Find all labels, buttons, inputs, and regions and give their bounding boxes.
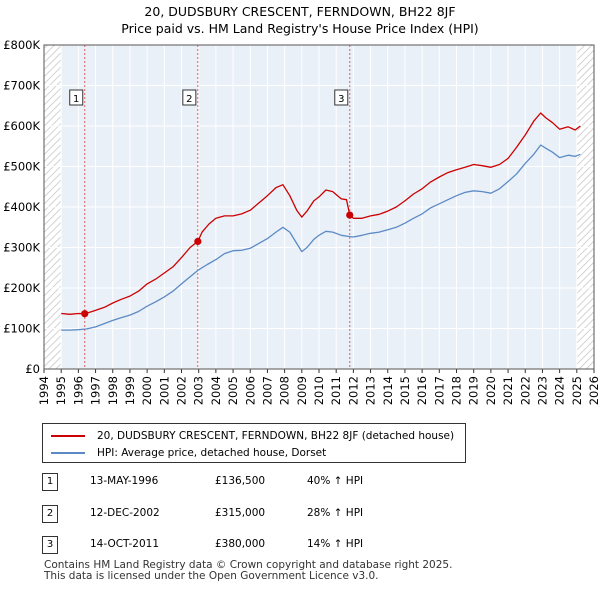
sale-point: [346, 211, 354, 219]
sale-price: £136,500: [215, 475, 266, 487]
table-row: 1 13-MAY-1996 £136,500 40% ↑ HPI: [42, 473, 442, 493]
sale-hpi-change: 40% ↑ HPI: [307, 475, 364, 487]
x-tick-label: 2008: [278, 376, 292, 405]
y-tick-label: £400K: [3, 200, 40, 214]
sale-price: £315,000: [215, 507, 266, 519]
y-tick-label: £100K: [3, 322, 40, 336]
footer-line-licence: This data is licensed under the Open Gov…: [44, 570, 379, 582]
sale-label-number: 2: [186, 94, 192, 105]
legend-label-hpi: HPI: Average price, detached house, Dors…: [97, 447, 327, 459]
sale-number-badge: 1: [42, 473, 58, 491]
sale-label-box: [69, 89, 84, 106]
x-tick-label: 2013: [364, 376, 378, 405]
x-tick-label: 1994: [37, 376, 51, 405]
x-tick-label: 2018: [450, 376, 464, 405]
footer-line-copyright: Contains HM Land Registry data © Crown c…: [44, 559, 453, 571]
chart-subtitle: Price paid vs. HM Land Registry's House …: [121, 21, 478, 36]
sale-point: [194, 237, 202, 246]
sale-point: [81, 310, 89, 318]
x-tick-label: 2007: [260, 376, 274, 405]
x-tick-label: 2003: [192, 376, 206, 405]
x-tick-label: 2017: [432, 376, 446, 405]
x-tick-label: 2011: [329, 376, 343, 405]
sale-date: 12-DEC-2002: [90, 507, 160, 519]
sale-hpi-change: 28% ↑ HPI: [307, 507, 364, 519]
x-tick-label: 2024: [553, 376, 567, 405]
x-tick-label: 2000: [140, 376, 154, 405]
y-tick-label: £800K: [3, 38, 40, 52]
sale-label-number: 1: [73, 94, 79, 105]
x-tick-label: 1997: [89, 376, 103, 405]
x-tick-label: 2019: [467, 376, 481, 405]
x-tick-label: 2005: [226, 376, 240, 405]
legend-item-hpi: HPI: Average price, detached house, Dors…: [51, 445, 326, 461]
legend: 20, DUDSBURY CRESCENT, FERNDOWN, BH22 8J…: [42, 423, 466, 463]
plot-frame: [43, 44, 595, 370]
x-tick-label: 2004: [209, 376, 223, 405]
x-tick-label: 2020: [484, 376, 498, 405]
series-line-property: [61, 112, 581, 315]
x-tick-label: 2006: [243, 376, 257, 405]
y-tick-label: £700K: [3, 79, 40, 93]
sale-label-number: 3: [338, 94, 344, 105]
sale-price: £380,000: [215, 538, 266, 550]
y-tick-label: £200K: [3, 281, 40, 295]
sale-label-box: [182, 89, 197, 106]
x-tick-label: 2025: [570, 376, 584, 405]
table-row: 3 14-OCT-2011 £380,000 14% ↑ HPI: [42, 536, 442, 556]
legend-item-property: 20, DUDSBURY CRESCENT, FERNDOWN, BH22 8J…: [51, 428, 454, 444]
x-tick-label: 1999: [123, 376, 137, 405]
sale-hpi-change: 14% ↑ HPI: [307, 538, 364, 550]
x-tick-label: 2014: [381, 376, 395, 405]
x-tick-label: 1996: [71, 376, 85, 405]
table-row: 2 12-DEC-2002 £315,000 28% ↑ HPI: [42, 505, 442, 525]
x-tick-label: 2021: [501, 376, 515, 405]
x-tick-label: 2023: [535, 376, 549, 405]
series-line-hpi: [61, 144, 581, 331]
x-tick-label: 2026: [587, 376, 600, 405]
x-tick-label: 2009: [295, 376, 309, 405]
legend-label-property: 20, DUDSBURY CRESCENT, FERNDOWN, BH22 8J…: [97, 430, 455, 442]
y-tick-label: £600K: [3, 119, 40, 133]
y-tick-label: £300K: [3, 241, 40, 255]
footer-attribution: Contains HM Land Registry data © Crown c…: [44, 560, 452, 582]
x-tick-label: 2001: [157, 376, 171, 405]
sale-label-box: [334, 89, 349, 106]
plot-area: £0 £100K £200K £300K £400K £500K £600K £700K £80…: [3, 38, 600, 405]
x-tick-label: 1998: [106, 376, 120, 405]
price-chart: 20, DUDSBURY CRESCENT, FERNDOWN, BH22 8J…: [3, 4, 600, 405]
legend-swatch-hpi: [51, 452, 85, 454]
sale-number-badge: 2: [42, 505, 58, 523]
sale-date: 13-MAY-1996: [90, 475, 159, 487]
chart-title: 20, DUDSBURY CRESCENT, FERNDOWN, BH22 8J…: [144, 4, 455, 19]
x-tick-label: 2016: [415, 376, 429, 405]
x-tick-label: 2015: [398, 376, 412, 405]
x-tick-label: 2022: [518, 376, 532, 405]
legend-swatch-property: [51, 435, 85, 437]
x-tick-label: 1995: [54, 376, 68, 405]
y-tick-label: £0: [25, 362, 40, 376]
sale-number-badge: 3: [42, 536, 58, 554]
x-tick-label: 2010: [312, 376, 326, 405]
x-tick-label: 2012: [346, 376, 360, 405]
y-tick-label: £500K: [3, 160, 40, 174]
sale-date: 14-OCT-2011: [90, 538, 159, 550]
x-tick-label: 2002: [175, 376, 189, 405]
